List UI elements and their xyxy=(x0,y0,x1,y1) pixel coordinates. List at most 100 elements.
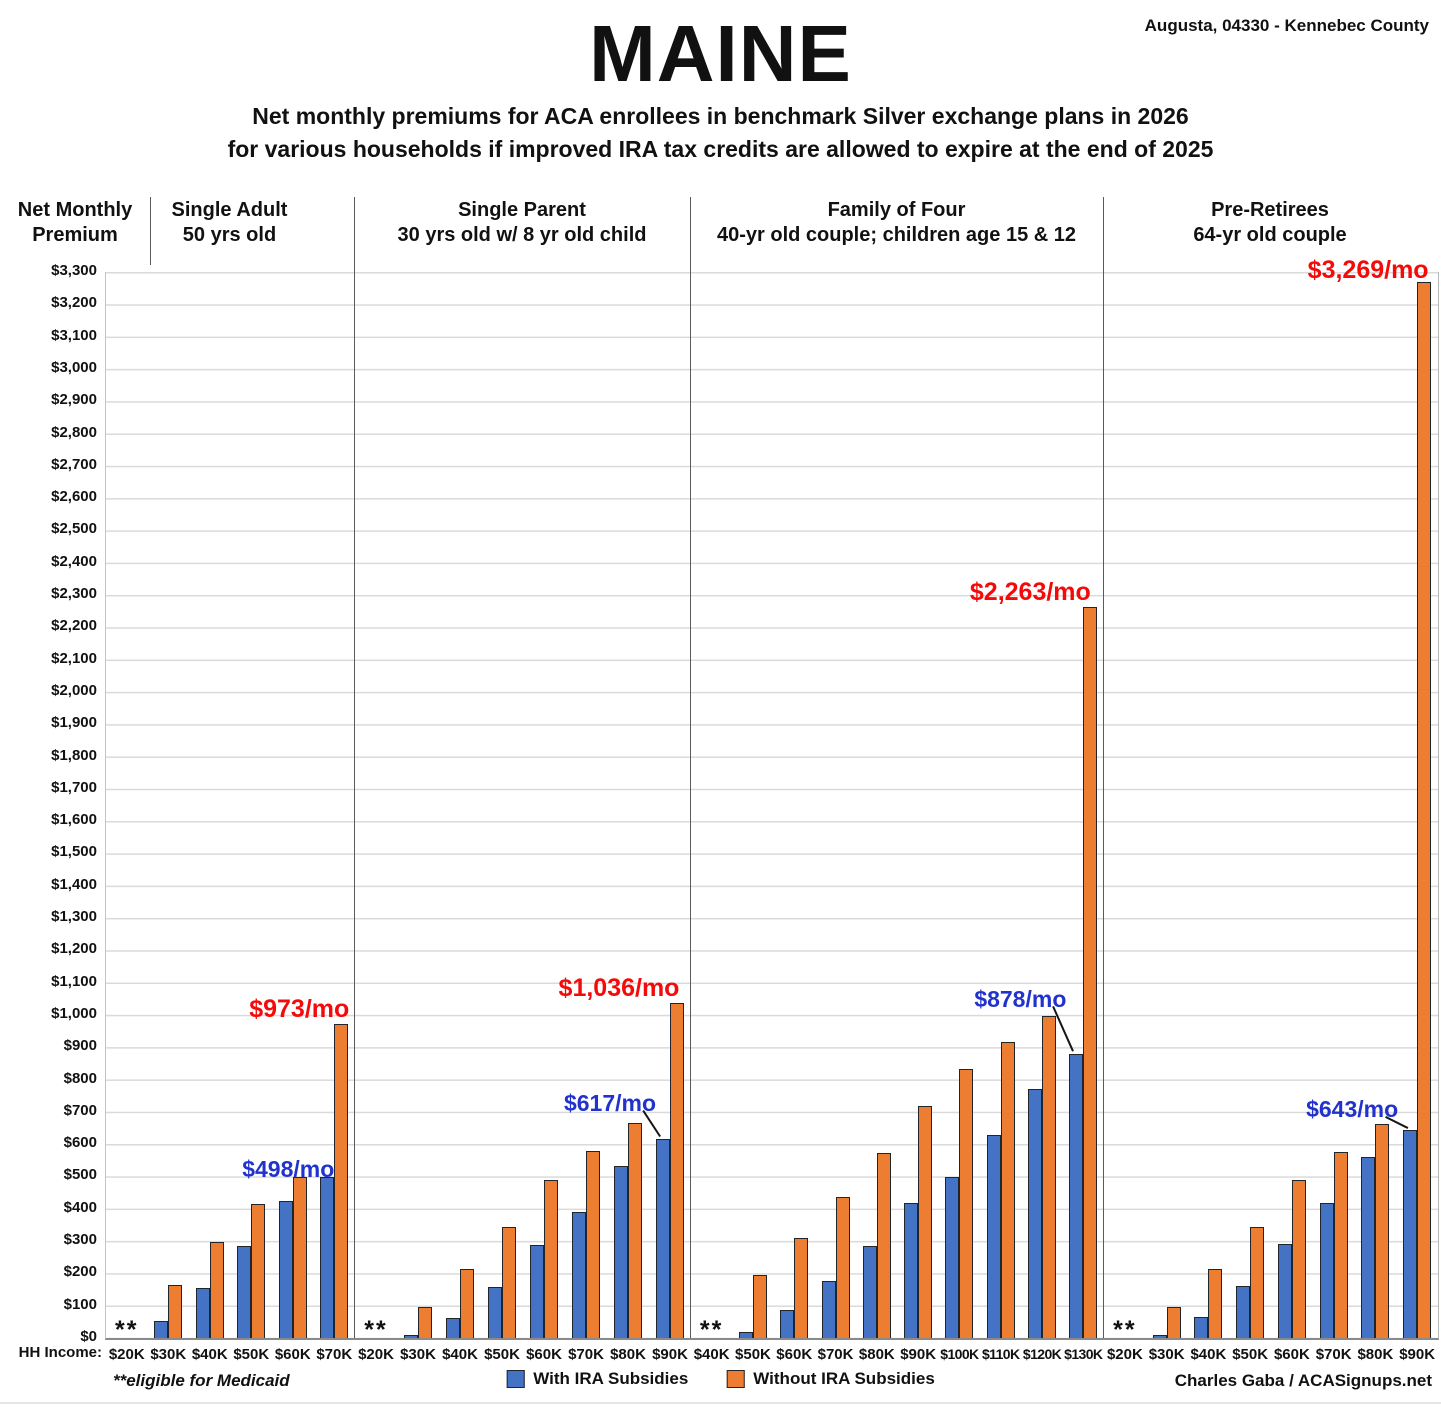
bar-pair xyxy=(488,1226,516,1338)
category-slot: ** $20K xyxy=(1104,272,1146,1364)
category-slot: $90K xyxy=(649,272,691,1363)
x-tick-label: $60K xyxy=(274,1346,311,1363)
y-axis-title-line2: Premium xyxy=(32,224,118,246)
medicaid-marker: ** xyxy=(115,1316,139,1344)
x-tick-label: $50K xyxy=(233,1346,270,1363)
y-tick-label: $500 xyxy=(63,1166,97,1184)
location-label: Augusta, 04330 - Kennebec County xyxy=(1144,16,1429,35)
x-tick-label: $70K xyxy=(1315,1346,1352,1363)
y-tick-label: $700 xyxy=(63,1101,97,1119)
subtitle-line2: for various households if improved IRA t… xyxy=(227,136,1214,162)
bar-with-ira xyxy=(1152,1335,1167,1338)
x-tick-label: $130K xyxy=(1064,1346,1103,1362)
bar-without-ira xyxy=(1417,282,1432,1338)
bar-with-ira xyxy=(488,1286,502,1338)
bar-without-ira xyxy=(670,1003,684,1338)
x-tick-label: $50K xyxy=(735,1346,771,1363)
panel-title: Single Adult 50 yrs old xyxy=(105,198,354,248)
x-tick-label: $40K xyxy=(191,1346,228,1363)
bar-pair xyxy=(614,1123,642,1338)
y-tick-label: $2,400 xyxy=(51,552,97,570)
y-tick-label: $1,700 xyxy=(51,778,97,796)
bar-with-ira xyxy=(1194,1317,1209,1338)
bar-without-ira xyxy=(460,1268,474,1338)
y-tick-label: $2,700 xyxy=(51,455,97,473)
bar-pair xyxy=(1069,606,1098,1338)
legend-item-without-ira: Without IRA Subsidies xyxy=(726,1369,935,1389)
x-tick-label: $30K xyxy=(1148,1346,1185,1363)
x-tick-label: $40K xyxy=(1190,1346,1227,1363)
category-slot: $130K xyxy=(1063,272,1104,1362)
panel: ** $20K $30K $40K $50K $60K $70K xyxy=(106,272,355,1363)
category-slot: $70K xyxy=(565,272,607,1363)
y-tick-label: $0 xyxy=(80,1328,97,1345)
x-axis-title: HH Income: xyxy=(18,1344,102,1361)
y-tick-label: $3,200 xyxy=(51,294,97,312)
bar-without-ira xyxy=(1375,1123,1390,1338)
bar-without-ira xyxy=(835,1196,850,1338)
bar-with-ira xyxy=(195,1287,210,1338)
bottom-divider xyxy=(0,1402,1441,1404)
bar-without-ira xyxy=(1250,1226,1265,1338)
y-tick-label: $1,300 xyxy=(51,908,97,926)
bar-without-ira xyxy=(418,1306,432,1338)
bar-with-ira xyxy=(780,1309,795,1338)
bar-without-ira xyxy=(1000,1041,1015,1338)
category-slot: ** $40K xyxy=(691,272,732,1364)
y-tick-label: $2,500 xyxy=(51,520,97,538)
value-annotation: $3,269/mo xyxy=(1307,256,1429,284)
category-slot: $60K xyxy=(774,272,815,1363)
bar-without-ira xyxy=(1083,606,1098,1338)
bar-with-ira xyxy=(986,1134,1001,1338)
y-tick-label: $3,300 xyxy=(51,262,97,279)
bar-without-ira xyxy=(334,1023,349,1338)
bar-pair xyxy=(1028,1016,1057,1338)
y-tick-label: $1,100 xyxy=(51,972,97,990)
plot-area: ** $20K $30K $40K $50K $60K $70K ** $20K $30K $40K… xyxy=(105,272,1439,1364)
bar-with-ira xyxy=(614,1166,628,1338)
bar-without-ira xyxy=(752,1274,767,1338)
bar-pair xyxy=(572,1151,600,1338)
category-slot: $40K xyxy=(189,272,231,1363)
value-annotation: $878/mo xyxy=(974,986,1067,1013)
bar-pair xyxy=(1361,1123,1390,1338)
category-slot: $60K xyxy=(272,272,314,1363)
medicaid-footnote: **eligible for Medicaid xyxy=(113,1371,290,1390)
bar-with-ira xyxy=(862,1246,877,1338)
category-slot: $50K xyxy=(231,272,273,1363)
bar-without-ira xyxy=(586,1151,600,1338)
credit-label: Charles Gaba / ACASignups.net xyxy=(1174,1371,1432,1390)
x-tick-label: $60K xyxy=(1273,1346,1310,1363)
legend-label-with-ira: With IRA Subsidies xyxy=(533,1369,689,1388)
bar-pair xyxy=(780,1237,809,1338)
category-slot: $30K xyxy=(397,272,439,1363)
bar-without-ira xyxy=(209,1241,224,1338)
x-tick-label: $50K xyxy=(1232,1346,1269,1363)
y-tick-label: $3,100 xyxy=(51,326,97,344)
bar-without-ira xyxy=(628,1123,642,1338)
bar-without-ira xyxy=(1042,1016,1057,1338)
bar-with-ira xyxy=(154,1321,169,1338)
y-tick-label: $400 xyxy=(63,1198,97,1216)
x-tick-label: $60K xyxy=(776,1346,813,1363)
category-slot: $50K xyxy=(732,272,773,1363)
category-slot: ** $20K xyxy=(355,272,397,1364)
bar-without-ira xyxy=(1333,1151,1348,1338)
y-tick-label: $2,800 xyxy=(51,423,97,441)
y-tick-label: $2,300 xyxy=(51,585,97,603)
y-tick-label: $1,600 xyxy=(51,811,97,829)
medicaid-marker: ** xyxy=(699,1316,724,1344)
category-slot: $90K xyxy=(897,272,938,1363)
bar-pair xyxy=(986,1041,1015,1338)
y-tick-label: $1,500 xyxy=(51,843,97,861)
bar-pair xyxy=(821,1196,850,1338)
legend-swatch-with-ira xyxy=(506,1370,525,1388)
bar-pair xyxy=(862,1152,891,1338)
category-slot: $60K xyxy=(523,272,565,1363)
y-tick-label: $3,000 xyxy=(51,358,97,376)
bar-without-ira xyxy=(959,1069,974,1338)
category-slot: $40K xyxy=(1188,272,1230,1363)
y-axis-title-line1: Net Monthly xyxy=(17,199,133,221)
bar-without-ira xyxy=(794,1237,809,1338)
